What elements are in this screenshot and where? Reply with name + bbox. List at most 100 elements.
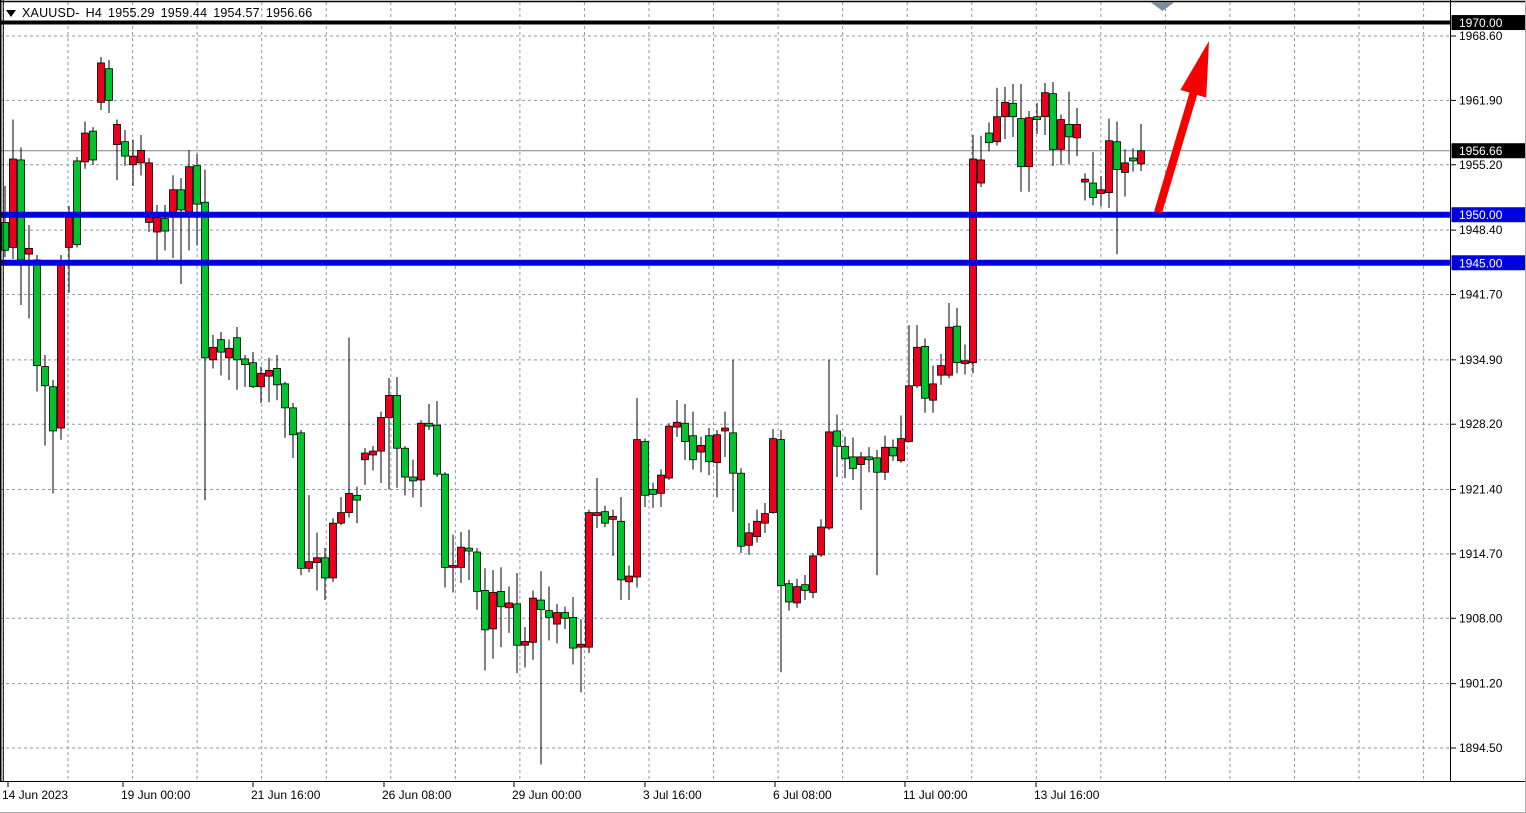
- bear-candle-body: [441, 473, 449, 568]
- bull-candle-body: [665, 425, 673, 479]
- candle: [41, 355, 49, 446]
- bull-candle-body: [625, 575, 633, 583]
- candle: [233, 327, 241, 390]
- candle: [721, 411, 729, 457]
- bull-candle-body: [385, 394, 393, 418]
- bull-candle-body: [369, 450, 377, 456]
- price-axis-label: 1921.40: [1459, 483, 1503, 497]
- candle: [625, 565, 633, 601]
- bull-candle-body: [745, 532, 753, 546]
- candle: [385, 378, 393, 490]
- time-axis-label: 26 Jun 08:00: [382, 788, 452, 802]
- candle: [793, 578, 801, 608]
- bull-candle-body: [913, 346, 921, 387]
- down-triangle-marker-icon[interactable]: [1151, 2, 1174, 12]
- bull-candle-body: [553, 612, 561, 625]
- bear-candle-body: [177, 189, 185, 211]
- bear-candle-body: [1, 222, 9, 251]
- bull-candle-body: [793, 586, 801, 604]
- price-axis-label: 1901.20: [1459, 677, 1503, 691]
- bull-candle-body: [1073, 124, 1081, 139]
- candle: [337, 497, 345, 526]
- bull-candle-body: [57, 261, 65, 429]
- candle: [657, 469, 665, 507]
- bull-candle-body: [993, 116, 1001, 143]
- candle: [1113, 121, 1121, 255]
- bear-candle-body: [105, 68, 113, 101]
- candle: [1009, 84, 1017, 137]
- bull-candle-body: [945, 326, 953, 376]
- candle: [297, 429, 305, 576]
- candle: [25, 225, 33, 319]
- candle: [1049, 82, 1057, 166]
- bull-candle-body: [265, 369, 273, 377]
- time-axis-label: 29 Jun 00:00: [512, 788, 582, 802]
- candle: [313, 532, 321, 591]
- bear-candle-body: [289, 407, 297, 436]
- candle: [481, 568, 489, 671]
- trend-arrow-head[interactable]: [1180, 41, 1209, 98]
- bear-candle-body: [865, 456, 873, 461]
- bull-candle-body: [305, 561, 313, 569]
- bull-candle-body: [137, 149, 145, 164]
- bull-candle-body: [65, 212, 73, 248]
- bull-candle-body: [113, 124, 121, 145]
- candle: [345, 337, 353, 518]
- bull-candle-body: [81, 132, 89, 163]
- bear-candle-body: [1017, 118, 1025, 168]
- candle: [985, 122, 993, 152]
- bear-candle-body: [201, 201, 209, 359]
- bull-candle-body: [1137, 150, 1145, 165]
- candle: [1065, 91, 1073, 164]
- bear-candle-body: [649, 489, 657, 495]
- candle: [729, 359, 737, 512]
- time-axis-label: 11 Jul 00:00: [903, 788, 968, 802]
- candle: [73, 157, 81, 248]
- bull-candle-body: [825, 431, 833, 529]
- symbol-dropdown-icon[interactable]: [6, 9, 16, 17]
- bear-candle-body: [601, 511, 609, 524]
- candle: [441, 472, 449, 588]
- bull-candle-body: [521, 640, 529, 646]
- candle: [1073, 108, 1081, 157]
- candle: [953, 307, 961, 374]
- bear-candle-body: [49, 386, 57, 432]
- bear-candle-body: [1049, 93, 1057, 150]
- price-axis-label: 1948.40: [1459, 223, 1503, 237]
- bull-candle-body: [345, 492, 353, 514]
- bull-candle-body: [697, 444, 705, 453]
- bear-candle-body: [849, 456, 857, 469]
- candle: [945, 303, 953, 379]
- bull-candle-body: [809, 555, 817, 593]
- candle: [961, 344, 969, 375]
- candle: [1057, 114, 1065, 165]
- bear-candle-body: [193, 165, 201, 205]
- price-axis-label: 1955.20: [1459, 158, 1503, 172]
- candle: [105, 60, 113, 113]
- candle: [833, 414, 841, 478]
- bull-candle-body: [529, 597, 537, 643]
- candle: [97, 57, 105, 110]
- bull-candle-body: [857, 456, 865, 465]
- bull-candle-body: [417, 422, 425, 481]
- trend-arrow-shaft[interactable]: [1154, 86, 1199, 214]
- candle: [241, 355, 249, 387]
- candle: [465, 529, 473, 580]
- bear-candle-body: [729, 432, 737, 474]
- candle: [817, 519, 825, 557]
- bear-candle-body: [921, 345, 929, 399]
- candle: [873, 450, 881, 576]
- candle: [1025, 110, 1033, 192]
- candle: [489, 570, 497, 659]
- price-axis-label: 1941.70: [1459, 287, 1503, 301]
- candle: [713, 429, 721, 498]
- candle: [1017, 84, 1025, 192]
- time-axis-label: 19 Jun 00:00: [121, 788, 191, 802]
- candle: [705, 428, 713, 476]
- time-axis-label: 14 Jun 2023: [2, 788, 68, 802]
- candle: [225, 339, 233, 381]
- candle: [353, 486, 361, 524]
- bull-candle-body: [145, 162, 153, 223]
- bear-candle-body: [737, 472, 745, 547]
